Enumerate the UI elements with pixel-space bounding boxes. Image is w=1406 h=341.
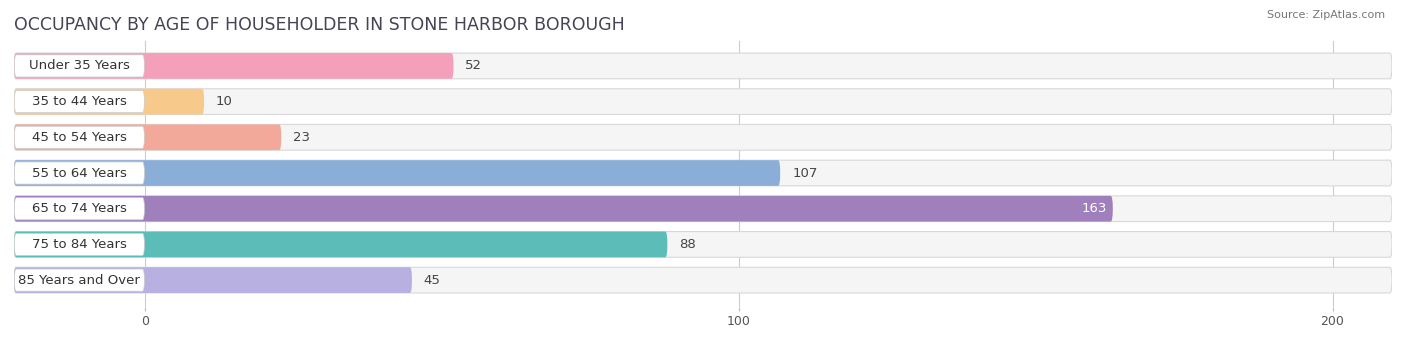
Text: 52: 52 [465, 59, 482, 72]
Text: 88: 88 [679, 238, 696, 251]
FancyBboxPatch shape [14, 198, 145, 220]
FancyBboxPatch shape [14, 162, 145, 184]
Text: 45: 45 [423, 273, 440, 287]
Text: 35 to 44 Years: 35 to 44 Years [32, 95, 127, 108]
FancyBboxPatch shape [14, 269, 145, 291]
Text: 10: 10 [217, 95, 233, 108]
Text: 163: 163 [1081, 202, 1107, 215]
FancyBboxPatch shape [14, 91, 145, 113]
FancyBboxPatch shape [14, 267, 1392, 293]
Text: 107: 107 [792, 166, 817, 179]
FancyBboxPatch shape [14, 267, 412, 293]
FancyBboxPatch shape [14, 160, 1392, 186]
Text: 75 to 84 Years: 75 to 84 Years [32, 238, 127, 251]
Text: Source: ZipAtlas.com: Source: ZipAtlas.com [1267, 10, 1385, 20]
FancyBboxPatch shape [14, 124, 281, 150]
FancyBboxPatch shape [14, 55, 145, 77]
FancyBboxPatch shape [14, 196, 1112, 222]
FancyBboxPatch shape [14, 53, 1392, 79]
FancyBboxPatch shape [14, 89, 1392, 115]
Text: OCCUPANCY BY AGE OF HOUSEHOLDER IN STONE HARBOR BOROUGH: OCCUPANCY BY AGE OF HOUSEHOLDER IN STONE… [14, 16, 624, 34]
Text: 65 to 74 Years: 65 to 74 Years [32, 202, 127, 215]
FancyBboxPatch shape [14, 233, 145, 255]
FancyBboxPatch shape [14, 232, 1392, 257]
FancyBboxPatch shape [14, 232, 668, 257]
FancyBboxPatch shape [14, 126, 145, 148]
FancyBboxPatch shape [14, 160, 780, 186]
FancyBboxPatch shape [14, 196, 1392, 222]
Text: Under 35 Years: Under 35 Years [30, 59, 129, 72]
FancyBboxPatch shape [14, 124, 1392, 150]
Text: 55 to 64 Years: 55 to 64 Years [32, 166, 127, 179]
Text: 23: 23 [294, 131, 311, 144]
Text: 45 to 54 Years: 45 to 54 Years [32, 131, 127, 144]
Text: 85 Years and Over: 85 Years and Over [18, 273, 141, 287]
FancyBboxPatch shape [14, 89, 204, 115]
FancyBboxPatch shape [14, 53, 454, 79]
